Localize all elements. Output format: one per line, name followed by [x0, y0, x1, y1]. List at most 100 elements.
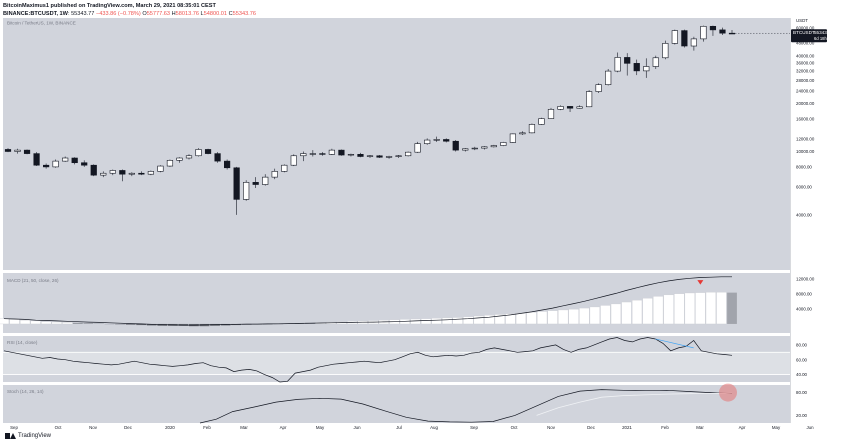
time-tick-label: May: [772, 425, 781, 430]
candle-bull: [500, 142, 507, 146]
time-tick-label: Apr: [280, 425, 287, 430]
candle-bull: [405, 151, 412, 157]
candle-bear: [23, 149, 31, 154]
time-tick-label: Jul: [396, 425, 402, 430]
candle-bull: [262, 176, 269, 185]
macd-histogram-bar: [30, 320, 41, 325]
candle-bear: [204, 149, 212, 154]
macd-histogram-bar: [494, 314, 505, 325]
price-tick-label: 32000.00: [796, 69, 815, 74]
macd-histogram-bar: [716, 292, 727, 325]
candle-bull: [290, 155, 297, 166]
candle-bull: [652, 57, 659, 67]
macd-tick-label: 4000.00: [796, 306, 812, 311]
price-tag-symbol: BTCUSDT: [793, 30, 815, 35]
candle-bull: [300, 153, 307, 157]
macd-histogram-bar: [515, 312, 527, 325]
stoch-highlight-circle: [719, 383, 737, 402]
macd-histogram-bar: [463, 316, 474, 325]
price-tick-label: 48000.00: [796, 41, 815, 46]
candle-bear: [719, 29, 726, 34]
macd-histogram-bar: [684, 292, 695, 325]
candle-bull: [309, 153, 316, 155]
candle-bull: [433, 139, 440, 141]
rsi-tick-label: 40.00: [796, 372, 808, 377]
candle-bear: [43, 164, 50, 168]
macd-histogram-bar: [537, 311, 548, 325]
macd-line: [3, 276, 732, 326]
price-tick-label: 16000.00: [796, 117, 815, 122]
candle-bull: [605, 70, 612, 85]
high-key: H: [171, 11, 176, 17]
candle-bull: [471, 147, 478, 150]
macd-histogram-bar: [558, 309, 569, 325]
candle-bear: [624, 57, 631, 64]
macd-histogram-bar: [547, 310, 558, 325]
macd-histogram-bar: [420, 318, 432, 325]
macd-histogram-bar: [83, 323, 94, 324]
high-value: 58013.76: [175, 11, 199, 17]
macd-histogram-bar: [473, 315, 484, 325]
candle-bull: [147, 171, 154, 175]
symbol-info: BINANCE:BTCUSDT, 1W: 55343.77 −433.86 (−…: [3, 11, 256, 17]
pane-bg-0: [3, 18, 790, 270]
macd-histogram-bar: [431, 318, 442, 325]
macd-histogram-bar: [20, 320, 31, 325]
time-tick-label: Dec: [124, 425, 133, 430]
time-tick-label: 2020: [165, 425, 175, 430]
brand-label: TradingView: [18, 433, 52, 439]
candle-bull: [166, 160, 174, 167]
time-tick-label: 2021: [622, 425, 632, 430]
candle-bull: [519, 132, 526, 135]
rsi-tick-label: 60.00: [796, 357, 808, 362]
candle-bull: [576, 106, 583, 109]
candle-bear: [681, 30, 688, 47]
stoch-title: Stoch (14, 26, 14): [7, 389, 44, 394]
macd-histogram-bar: [610, 303, 621, 325]
macd-histogram-bar: [631, 300, 643, 325]
macd-histogram-bar: [674, 293, 685, 325]
macd-histogram-bar: [621, 301, 632, 325]
macd-histogram-bar: [410, 318, 421, 325]
candle-bull: [185, 155, 193, 159]
macd-histogram-bar: [653, 296, 664, 325]
candle-bear: [252, 182, 259, 185]
macd-histogram-bar: [484, 315, 495, 325]
candle-bear: [71, 157, 78, 164]
candle-bull: [52, 160, 59, 168]
macd-histogram-bar: [0, 318, 10, 325]
price-tick-label: 12000.00: [796, 136, 815, 141]
macd-histogram-bar: [452, 317, 463, 325]
candle-bull: [614, 57, 621, 72]
low-key: L: [200, 11, 204, 17]
macd-histogram-bar: [125, 323, 136, 325]
candle-bull: [671, 30, 678, 44]
candle-bull: [595, 84, 602, 92]
candle-bull: [109, 170, 116, 174]
time-tick-label: Jun: [806, 425, 814, 430]
last-price: 55343.77: [71, 11, 95, 17]
macd-histogram-bar: [695, 292, 706, 325]
macd-histogram-bar: [568, 309, 579, 325]
macd-histogram-bar: [589, 306, 600, 325]
candle-bear: [709, 25, 717, 31]
candle-bear: [233, 167, 240, 200]
candle-bear: [319, 153, 326, 155]
candle-bull: [62, 157, 69, 162]
close-value: 55343.76: [232, 11, 256, 17]
chart-title: Bitcoin / TetherUS, 1W, BINANCE: [7, 21, 76, 26]
symbol-label: BINANCE:BTCUSDT, 1W: [3, 11, 68, 17]
macd-histogram-bar: [41, 321, 52, 325]
candle-bull: [347, 154, 355, 156]
pane-bg-3: [3, 385, 790, 423]
price-change: −433.86 (−0.78%): [95, 11, 141, 17]
stoch-d-line: [536, 392, 733, 416]
open-key: O: [142, 11, 147, 17]
price-tick-label: 40000.00: [796, 53, 815, 58]
macd-histogram-bar: [663, 294, 674, 325]
candle-bear: [138, 172, 145, 175]
rsi-band: [3, 352, 790, 375]
macd-tick-label: 8000.00: [796, 291, 812, 296]
price-tick-label: 36000.00: [796, 61, 815, 66]
